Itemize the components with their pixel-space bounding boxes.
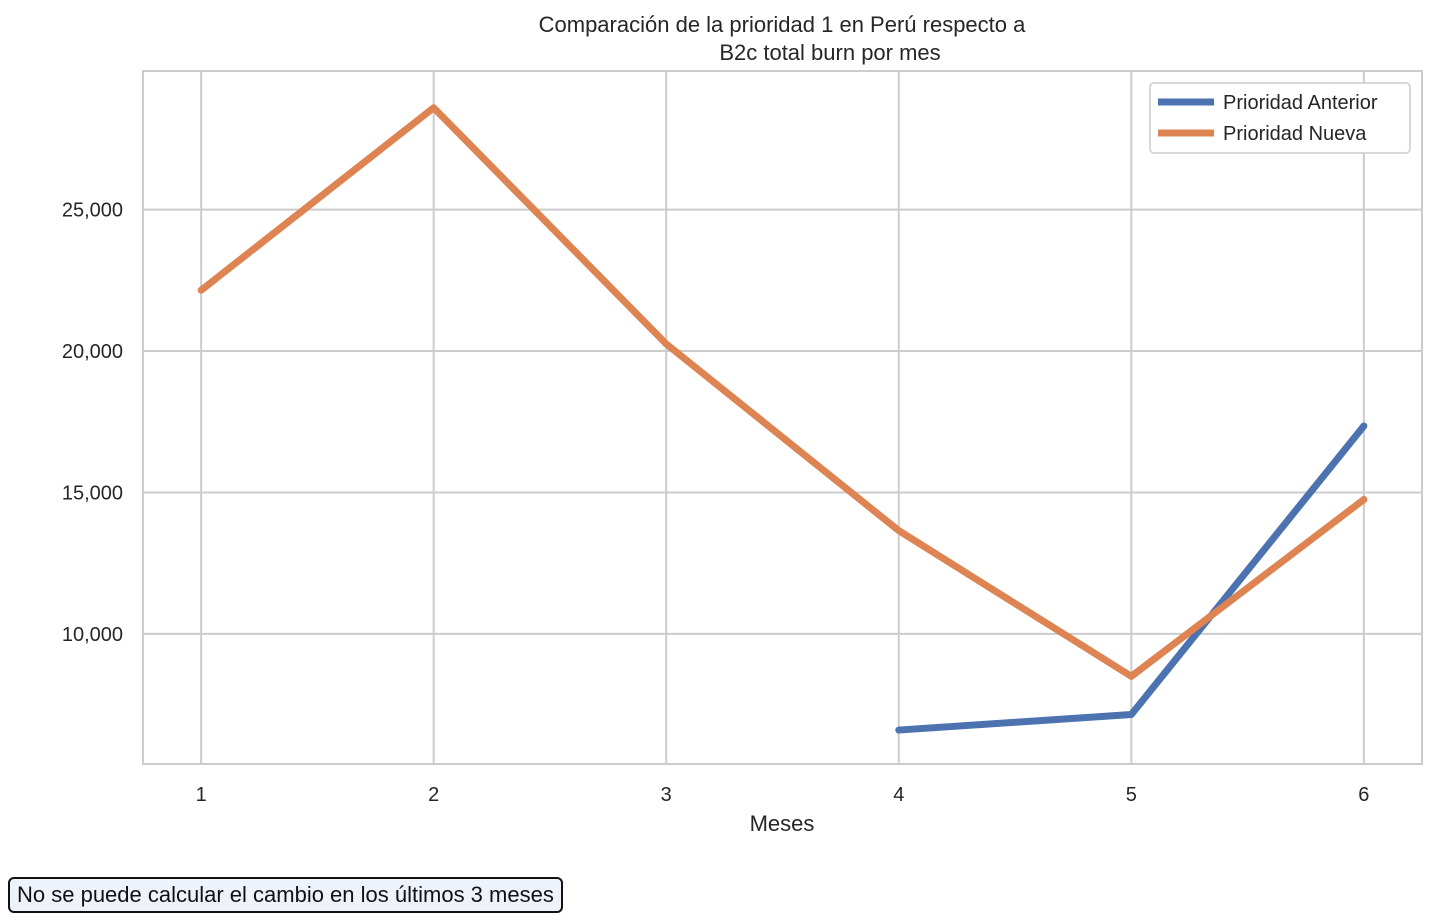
legend-label-1: Prioridad Nueva [1223, 123, 1367, 145]
x-tick-label: 5 [1126, 784, 1137, 806]
chart-title-line-2: B2c total burn por mes [719, 40, 940, 65]
y-tick-label: 10,000 [62, 624, 123, 646]
y-tick-label: 20,000 [62, 341, 123, 363]
x-tick-label: 6 [1358, 784, 1369, 806]
plot-frame [142, 70, 1423, 765]
grid [143, 71, 1422, 764]
series-line-0 [895, 422, 1368, 734]
x-axis-label: Meses [750, 811, 815, 836]
x-tick-label: 2 [428, 784, 439, 806]
x-tick-label: 4 [893, 784, 904, 806]
legend-label-0: Prioridad Anterior [1223, 92, 1378, 114]
note-box: No se puede calcular el cambio en los úl… [8, 877, 563, 913]
y-tick-label: 15,000 [62, 482, 123, 504]
series-line-1 [197, 104, 1368, 680]
x-ticks: 1 2 3 4 5 6 [196, 784, 1370, 806]
y-tick-label: 25,000 [62, 200, 123, 222]
x-tick-label: 3 [661, 784, 672, 806]
y-ticks: 10,000 15,000 20,000 25,000 [62, 200, 123, 646]
legend-frame [1149, 82, 1411, 154]
chart-title-line-1: Comparación de la prioridad 1 en Perú re… [539, 12, 1026, 37]
legend: Prioridad Anterior Prioridad Nueva [1149, 82, 1411, 154]
x-tick-label: 1 [196, 784, 207, 806]
series-layer [197, 104, 1368, 734]
